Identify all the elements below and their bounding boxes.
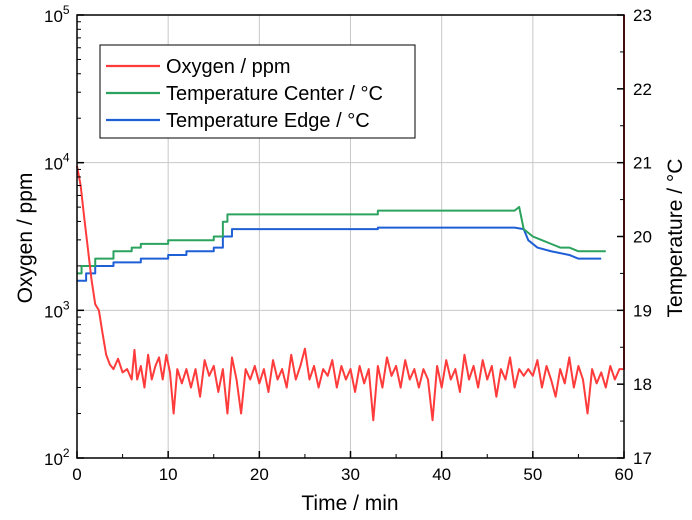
legend-label-temp-edge: Temperature Edge / °C xyxy=(166,110,370,132)
y-right-tick-label: 18 xyxy=(633,375,652,394)
x-tick-label: 50 xyxy=(523,465,542,484)
y-right-tick-label: 19 xyxy=(633,301,652,320)
legend: Oxygen / ppm Temperature Center / °C Tem… xyxy=(99,44,416,139)
x-tick-label: 40 xyxy=(432,465,451,484)
y-right-tick-label: 22 xyxy=(633,80,652,99)
legend-label-temp-center: Temperature Center / °C xyxy=(166,83,383,105)
y-axis-right-title: Temperature / °C xyxy=(664,159,687,318)
legend-label-oxygen: Oxygen / ppm xyxy=(166,56,291,78)
series-line-temp-center xyxy=(77,205,606,275)
x-tick-label: 10 xyxy=(159,465,178,484)
y-left-tick-label: 105 xyxy=(44,3,70,26)
y-left-tick-label: 104 xyxy=(44,151,70,174)
x-tick-label: 60 xyxy=(615,465,634,484)
x-axis-title: Time / min xyxy=(301,492,398,515)
y-left-tick-label: 103 xyxy=(44,298,70,321)
x-tick-label: 0 xyxy=(72,465,81,484)
legend-box xyxy=(99,44,416,139)
y-right-tick-label: 20 xyxy=(633,228,652,247)
series-line-oxygen xyxy=(76,15,625,422)
y-left-tick-label: 102 xyxy=(44,446,70,469)
y-right-tick-label: 17 xyxy=(633,449,652,468)
series-line-temp-edge xyxy=(77,226,602,282)
y-axis-left-title: Oxygen / ppm xyxy=(14,173,37,304)
tick-marks xyxy=(76,14,625,459)
x-tick-label: 30 xyxy=(341,465,360,484)
x-tick-label: 20 xyxy=(250,465,269,484)
plot-area xyxy=(76,15,625,422)
y-right-tick-label: 21 xyxy=(633,154,652,173)
y-right-tick-label: 23 xyxy=(633,6,652,25)
